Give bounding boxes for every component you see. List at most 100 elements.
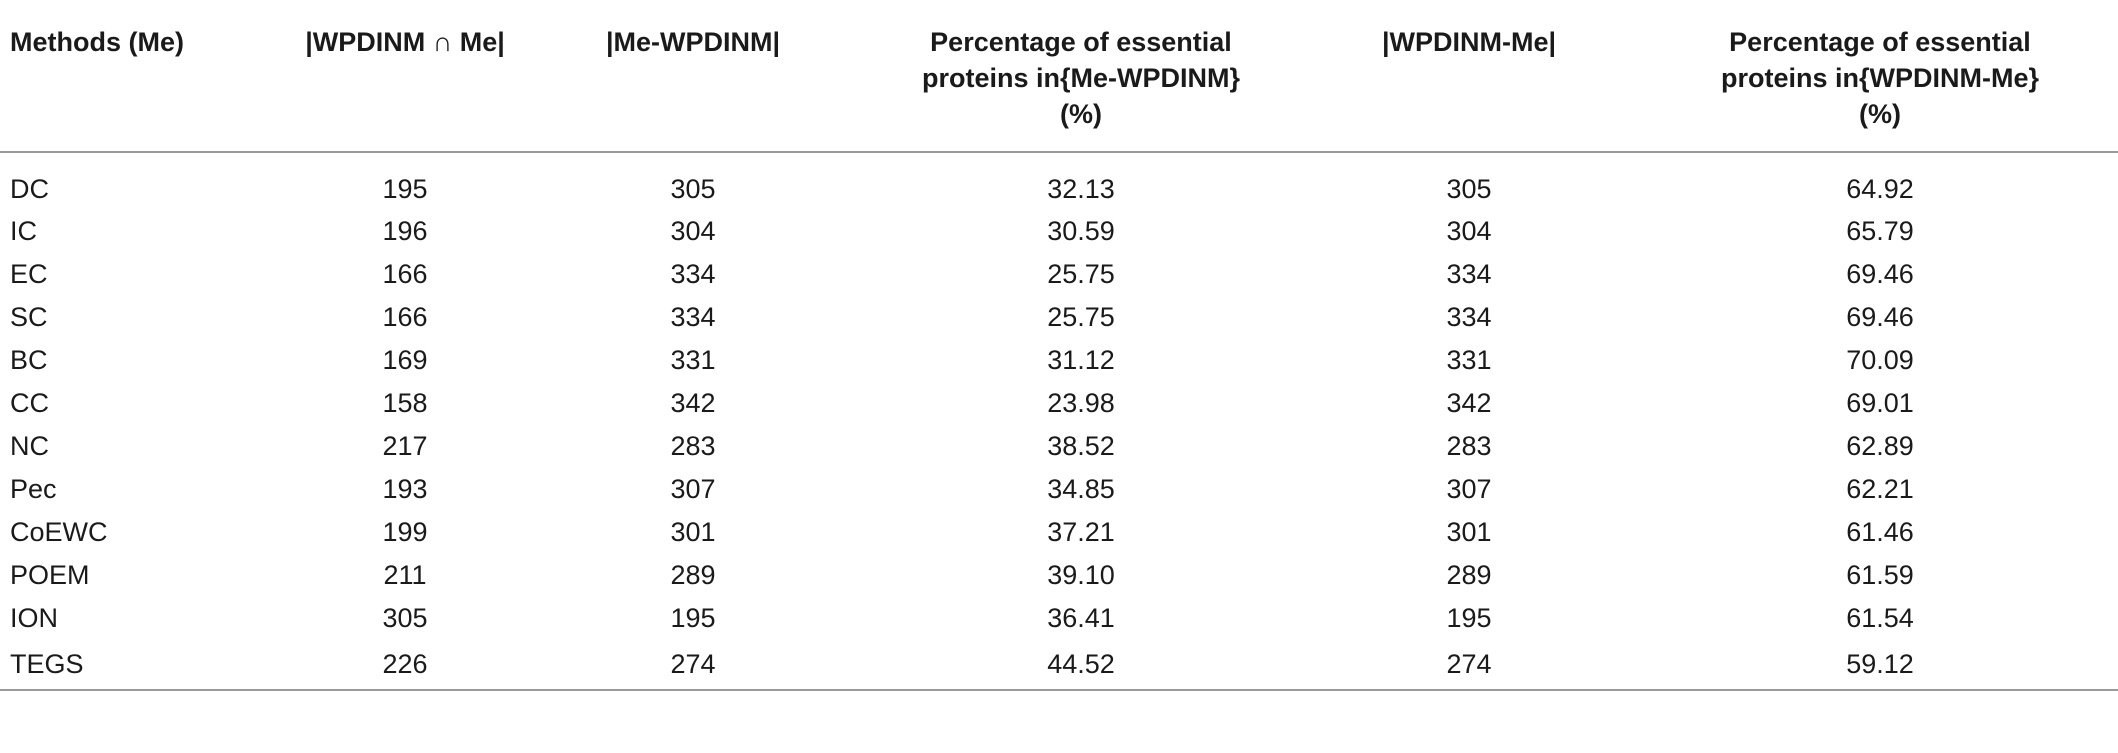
value-cell: 334 [1446, 302, 1492, 332]
value-cell: 334 [1446, 259, 1492, 289]
value-cell: 289 [1446, 560, 1492, 590]
value-cell: 37.21 [1047, 517, 1115, 547]
value-cell: 274 [670, 649, 716, 679]
value-cell: 25.75 [1047, 302, 1115, 332]
table-row: NC 217 283 38.52 283 62.89 [0, 425, 2118, 468]
value-cell: 305 [1446, 174, 1492, 204]
value-cell: 331 [670, 345, 716, 375]
value-cell: 30.59 [1047, 216, 1115, 246]
value-cell: 39.10 [1047, 560, 1115, 590]
header-line: proteins in{Me-WPDINM} [921, 63, 1240, 93]
value-cell: 64.92 [1846, 174, 1914, 204]
value-cell: 158 [382, 388, 428, 418]
method-name-cell: POEM [10, 560, 90, 590]
table-row: POEM 211 289 39.10 289 61.59 [0, 554, 2118, 597]
method-name-cell: Pec [10, 474, 57, 504]
method-name-cell: TEGS [10, 649, 84, 679]
value-cell: 32.13 [1047, 174, 1115, 204]
value-cell: 283 [670, 431, 716, 461]
table-row: EC 166 334 25.75 334 69.46 [0, 253, 2118, 296]
value-cell: 62.89 [1846, 431, 1914, 461]
value-cell: 283 [1446, 431, 1492, 461]
header-line: |WPDINM-Me| [1381, 27, 1557, 57]
method-name-cell: DC [10, 174, 49, 204]
value-cell: 195 [1446, 603, 1492, 633]
value-cell: 226 [382, 649, 428, 679]
value-cell: 61.59 [1846, 560, 1914, 590]
header-me-minus-wpdinm: |Me-WPDINM| [520, 12, 866, 152]
table-header: Methods (Me) |WPDINM ∩ Me| |Me-WPDINM| Perc… [0, 12, 2118, 152]
value-cell: 307 [670, 474, 716, 504]
value-cell: 59.12 [1846, 649, 1914, 679]
header-line: |WPDINM ∩ Me| [305, 27, 505, 57]
value-cell: 342 [670, 388, 716, 418]
value-cell: 34.85 [1047, 474, 1115, 504]
table-row: CC 158 342 23.98 342 69.01 [0, 382, 2118, 425]
value-cell: 301 [1446, 517, 1492, 547]
header-percentage-me-wpdinm: Percentage of essential proteins in{Me-WP… [866, 12, 1296, 152]
table-row: SC 166 334 25.75 334 69.46 [0, 296, 2118, 339]
header-wpdinm-minus-me: |WPDINM-Me| [1296, 12, 1642, 152]
table-row: ION 305 195 36.41 195 61.54 [0, 597, 2118, 640]
value-cell: 307 [1446, 474, 1492, 504]
value-cell: 38.52 [1047, 431, 1115, 461]
table-row: CoEWC 199 301 37.21 301 61.46 [0, 511, 2118, 554]
value-cell: 169 [382, 345, 428, 375]
header-line: (%) [1060, 99, 1102, 129]
value-cell: 305 [382, 603, 428, 633]
value-cell: 305 [670, 174, 716, 204]
value-cell: 65.79 [1846, 216, 1914, 246]
table-body: DC 195 305 32.13 305 64.92 IC 196 304 30.59 304 65.… [0, 152, 2118, 690]
header-line: Methods (Me) [10, 27, 184, 57]
results-table: Methods (Me) |WPDINM ∩ Me| |Me-WPDINM| Perc… [0, 12, 2118, 691]
header-line: (%) [1859, 99, 1901, 129]
value-cell: 25.75 [1047, 259, 1115, 289]
header-line: Percentage of essential [1729, 27, 2031, 57]
header-line: Percentage of essential [930, 27, 1232, 57]
method-name-cell: NC [10, 431, 49, 461]
value-cell: 36.41 [1047, 603, 1115, 633]
header-intersection: |WPDINM ∩ Me| [290, 12, 520, 152]
method-name-cell: CoEWC [10, 517, 108, 547]
value-cell: 193 [382, 474, 428, 504]
value-cell: 334 [670, 302, 716, 332]
value-cell: 331 [1446, 345, 1492, 375]
method-name-cell: IC [10, 216, 37, 246]
method-name-cell: ION [10, 603, 59, 633]
table-row: TEGS 226 274 44.52 274 59.12 [0, 640, 2118, 690]
value-cell: 166 [382, 302, 428, 332]
method-name-cell: EC [10, 259, 48, 289]
header-methods: Methods (Me) [0, 12, 290, 152]
value-cell: 70.09 [1846, 345, 1914, 375]
value-cell: 342 [1446, 388, 1492, 418]
value-cell: 211 [383, 560, 427, 590]
value-cell: 195 [670, 603, 716, 633]
method-name-cell: SC [10, 302, 48, 332]
value-cell: 196 [382, 216, 428, 246]
value-cell: 44.52 [1047, 649, 1115, 679]
method-name-cell: CC [10, 388, 49, 418]
table-row: BC 169 331 31.12 331 70.09 [0, 339, 2118, 382]
table-row: DC 195 305 32.13 305 64.92 [0, 152, 2118, 210]
value-cell: 274 [1446, 649, 1492, 679]
value-cell: 199 [382, 517, 428, 547]
value-cell: 289 [670, 560, 716, 590]
value-cell: 31.12 [1047, 345, 1115, 375]
value-cell: 195 [382, 174, 428, 204]
value-cell: 304 [670, 216, 716, 246]
table-row: IC 196 304 30.59 304 65.79 [0, 210, 2118, 253]
header-line: |Me-WPDINM| [605, 27, 781, 57]
value-cell: 62.21 [1846, 474, 1914, 504]
value-cell: 69.01 [1846, 388, 1914, 418]
header-percentage-wpdinm-me: Percentage of essential proteins in{WPDIN… [1642, 12, 2118, 152]
value-cell: 304 [1446, 216, 1492, 246]
header-row: Methods (Me) |WPDINM ∩ Me| |Me-WPDINM| Perc… [0, 12, 2118, 152]
value-cell: 166 [382, 259, 428, 289]
value-cell: 61.46 [1846, 517, 1914, 547]
value-cell: 69.46 [1846, 302, 1914, 332]
method-name-cell: BC [10, 345, 48, 375]
value-cell: 61.54 [1846, 603, 1914, 633]
value-cell: 217 [382, 431, 428, 461]
value-cell: 69.46 [1846, 259, 1914, 289]
